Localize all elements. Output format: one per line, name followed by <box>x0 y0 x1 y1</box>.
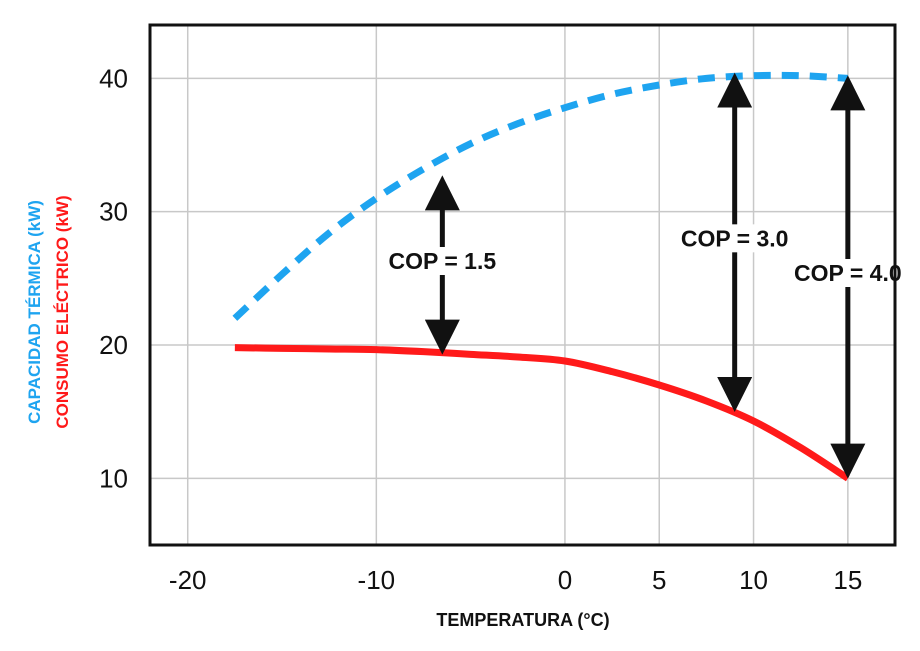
x-tick-label: -20 <box>169 565 207 595</box>
cop-label-bg <box>382 247 503 275</box>
y-axis-title-capacity: CAPACIDAD TÉRMICA (kW) <box>25 200 44 424</box>
x-tick-label: 5 <box>652 565 666 595</box>
x-axis-title: TEMPERATURA (°C) <box>436 610 609 630</box>
y-tick-label: 10 <box>99 463 128 493</box>
y-axis-title-consumption: CONSUMO ELÉCTRICO (kW) <box>53 195 72 428</box>
y-tick-label: 20 <box>99 330 128 360</box>
cop-annotation: COP = 4.0 <box>787 75 908 479</box>
cop-label-bg <box>787 259 908 287</box>
x-tick-label: 10 <box>739 565 768 595</box>
cop-label-bg <box>674 224 795 253</box>
plot-frame <box>148 23 897 547</box>
series-layer <box>232 71 850 482</box>
x-tick-label: 15 <box>833 565 862 595</box>
cop-label: COP = 3.0 <box>681 225 789 251</box>
y-tick-label: 30 <box>99 197 128 227</box>
cop-annotation: COP = 1.5 <box>382 175 503 355</box>
cop-label: COP = 1.5 <box>389 248 497 274</box>
grid-lines <box>150 25 895 545</box>
tick-labels: -20 -10 0 5 10 15 10 20 30 40 <box>99 63 862 595</box>
y-tick-label: 40 <box>99 63 128 93</box>
cop-annotation: COP = 3.0 <box>674 72 795 412</box>
series-line-capacity <box>232 71 849 321</box>
x-tick-label: -10 <box>358 565 396 595</box>
x-tick-label: 0 <box>558 565 572 595</box>
series-line-consumption <box>234 344 850 482</box>
cop-label: COP = 4.0 <box>794 260 902 286</box>
